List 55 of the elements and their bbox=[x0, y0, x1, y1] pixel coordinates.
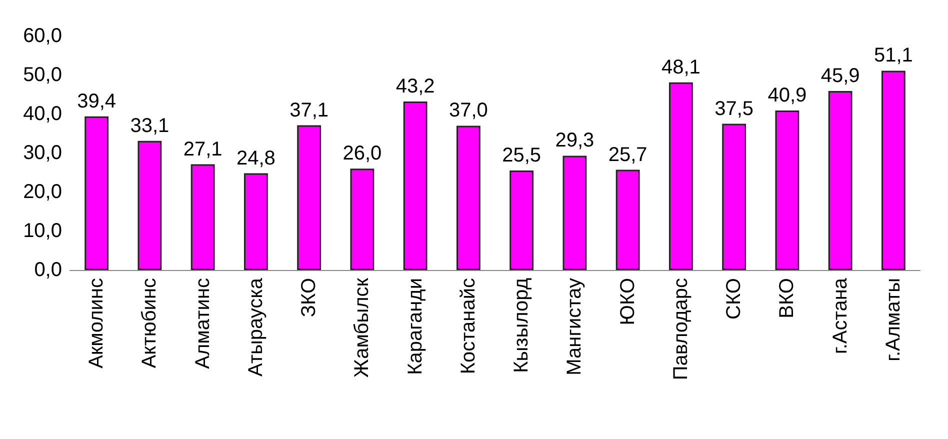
x-tick-label: СКО bbox=[723, 278, 746, 320]
data-label: 45,9 bbox=[820, 64, 860, 87]
bar bbox=[722, 124, 746, 270]
bar bbox=[350, 168, 374, 270]
x-tick-label: ВКО bbox=[776, 278, 798, 318]
x-tick-label: Павлодарс bbox=[670, 278, 692, 380]
bar bbox=[84, 116, 109, 270]
y-tick-label: 50,0 bbox=[23, 64, 62, 86]
x-tick-label: Акмолинс bbox=[86, 278, 108, 368]
bar bbox=[138, 140, 162, 270]
data-label: 33,1 bbox=[130, 114, 170, 137]
data-label: 40,9 bbox=[768, 84, 807, 106]
x-tick-label: ЮКО bbox=[616, 278, 639, 326]
bar bbox=[244, 173, 268, 270]
x-tick-label: Жамбылск bbox=[351, 278, 374, 378]
x-tick-label: Мангистау bbox=[564, 278, 586, 376]
y-tick-label: 60,0 bbox=[23, 25, 62, 47]
bar bbox=[456, 126, 480, 270]
data-label: 25,5 bbox=[502, 144, 542, 167]
x-tick-label: г.Астана bbox=[829, 277, 852, 354]
y-tick-label: 20,0 bbox=[23, 181, 62, 203]
data-label: 37,0 bbox=[448, 100, 488, 122]
bar bbox=[403, 102, 428, 270]
x-tick-label: Кызылорд bbox=[510, 278, 533, 373]
x-tick-label: Атырауска bbox=[244, 277, 267, 377]
data-label: 37,1 bbox=[290, 99, 329, 122]
x-tick-label: Караганди bbox=[404, 278, 426, 375]
data-label: 51,1 bbox=[874, 44, 913, 67]
bar bbox=[562, 156, 587, 270]
bar bbox=[775, 110, 800, 270]
x-tick-label: Костанайс bbox=[457, 278, 480, 374]
data-label: 48,1 bbox=[661, 56, 700, 78]
x-tick-label: г.Алматы bbox=[882, 278, 904, 362]
bar bbox=[881, 70, 906, 270]
bar bbox=[297, 125, 322, 270]
y-tick-label: 30,0 bbox=[23, 142, 62, 164]
data-label: 26,0 bbox=[342, 142, 382, 165]
bar bbox=[668, 82, 693, 270]
bar bbox=[616, 170, 640, 270]
x-tick-label: Алматинс bbox=[192, 278, 214, 369]
y-tick-label: 10,0 bbox=[23, 220, 62, 242]
data-label: 39,4 bbox=[77, 90, 116, 112]
y-tick-label: 40,0 bbox=[23, 103, 62, 125]
data-label: 43,2 bbox=[396, 76, 435, 98]
bar bbox=[510, 170, 534, 270]
data-label: 29,3 bbox=[555, 130, 594, 152]
y-tick-label: 0,0 bbox=[34, 259, 62, 281]
data-label: 27,1 bbox=[183, 138, 222, 160]
x-tick-label: ЗКО bbox=[298, 278, 320, 318]
bar bbox=[828, 90, 852, 270]
x-tick-label: Актюбинс bbox=[138, 278, 161, 368]
data-label: 24,8 bbox=[236, 147, 276, 170]
data-label: 25,7 bbox=[608, 144, 648, 166]
data-label: 37,5 bbox=[714, 98, 754, 120]
bar bbox=[190, 164, 215, 270]
